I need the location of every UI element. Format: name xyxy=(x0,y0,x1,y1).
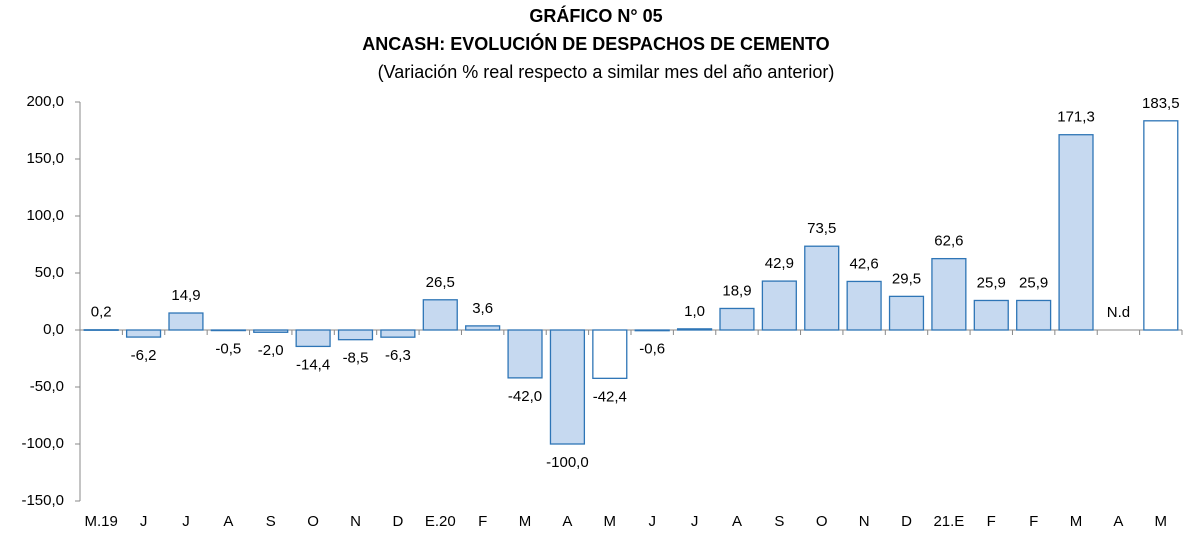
bar xyxy=(380,329,416,338)
x-tick-label: E.20 xyxy=(425,513,456,530)
x-tick-label: A xyxy=(562,513,572,530)
x-tick-label: J xyxy=(140,513,148,530)
bar xyxy=(931,257,967,331)
y-tick-label: 50,0 xyxy=(35,264,64,281)
value-label: -0,5 xyxy=(215,341,241,358)
value-label: 14,9 xyxy=(171,287,200,304)
bar xyxy=(125,329,162,338)
value-label: 1,0 xyxy=(684,303,705,320)
bar xyxy=(761,280,797,331)
value-label: 18,9 xyxy=(722,282,751,299)
chart-subtitle: ANCASH: EVOLUCIÓN DE DESPACHOS DE CEMENT… xyxy=(362,33,829,54)
bar xyxy=(973,299,1009,331)
y-tick-label: 100,0 xyxy=(26,207,64,224)
x-tick-label: O xyxy=(816,513,828,530)
x-tick-label: S xyxy=(266,513,276,530)
x-tick-label: D xyxy=(901,513,912,530)
x-tick-label: M xyxy=(1155,513,1168,530)
x-tick-label: M xyxy=(1070,513,1083,530)
value-label: 3,6 xyxy=(472,300,493,317)
bar xyxy=(549,329,586,445)
x-tick-label: M.19 xyxy=(85,513,118,530)
x-tick-label: J xyxy=(182,513,190,530)
x-tick-label: D xyxy=(392,513,403,530)
chart-title: GRÁFICO N° 05 xyxy=(529,5,662,26)
value-label: -100,0 xyxy=(546,454,589,471)
x-tick-label: O xyxy=(307,513,319,530)
value-label: -2,0 xyxy=(258,342,284,359)
bar xyxy=(1058,134,1094,331)
bar xyxy=(592,329,628,379)
value-label: 62,6 xyxy=(934,233,963,250)
x-tick-label: F xyxy=(1029,513,1038,530)
bar xyxy=(1016,299,1052,331)
x-tick-label: 21.E xyxy=(933,513,964,530)
x-tick-label: A xyxy=(1113,513,1123,530)
x-tick-label: M xyxy=(604,513,617,530)
bar xyxy=(634,329,670,332)
value-label: 25,9 xyxy=(1019,274,1048,291)
x-tick-label: N xyxy=(859,513,870,530)
value-label: 29,5 xyxy=(892,270,921,287)
x-tick-label: M xyxy=(519,513,532,530)
y-tick-label: 0,0 xyxy=(43,321,64,338)
value-label: 25,9 xyxy=(977,274,1006,291)
value-label: 0,2 xyxy=(91,304,112,321)
bar xyxy=(1143,120,1179,331)
value-label: N.d xyxy=(1107,304,1130,321)
value-label: -6,2 xyxy=(131,347,157,364)
bar xyxy=(422,299,458,331)
y-tick-label: -150,0 xyxy=(21,492,64,509)
chart-note: (Variación % real respecto a similar mes… xyxy=(378,62,835,82)
y-tick-label: 150,0 xyxy=(26,150,64,167)
x-tick-label: A xyxy=(732,513,742,530)
value-label: -0,6 xyxy=(639,341,665,358)
bar xyxy=(253,329,289,333)
value-label: 73,5 xyxy=(807,220,836,237)
bar xyxy=(676,328,713,331)
bar xyxy=(295,329,331,348)
value-label: -42,0 xyxy=(508,388,542,405)
value-label: 42,9 xyxy=(765,255,794,272)
value-label: 26,5 xyxy=(426,274,455,291)
x-tick-label: S xyxy=(774,513,784,530)
value-label: 42,6 xyxy=(850,255,879,272)
bar xyxy=(337,329,374,341)
y-tick-label: -50,0 xyxy=(30,378,64,395)
value-label: 183,5 xyxy=(1142,95,1180,112)
value-label: 171,3 xyxy=(1057,109,1095,126)
bar xyxy=(846,280,882,331)
bar xyxy=(804,245,840,331)
bar xyxy=(507,329,543,379)
value-label: -14,4 xyxy=(296,356,330,373)
value-label: -8,5 xyxy=(343,350,369,367)
y-tick-label: 200,0 xyxy=(26,93,64,110)
x-tick-label: J xyxy=(648,513,656,530)
value-label: -42,4 xyxy=(593,388,627,405)
bar xyxy=(168,312,204,331)
x-tick-label: N xyxy=(350,513,361,530)
bar xyxy=(719,307,755,331)
x-tick-label: A xyxy=(223,513,233,530)
y-tick-label: -100,0 xyxy=(21,435,64,452)
x-tick-label: J xyxy=(691,513,699,530)
value-label: -6,3 xyxy=(385,347,411,364)
bar xyxy=(210,329,246,332)
bar xyxy=(888,295,925,331)
x-tick-label: F xyxy=(987,513,996,530)
x-tick-label: F xyxy=(478,513,487,530)
bar xyxy=(83,329,119,331)
bar xyxy=(465,325,501,331)
